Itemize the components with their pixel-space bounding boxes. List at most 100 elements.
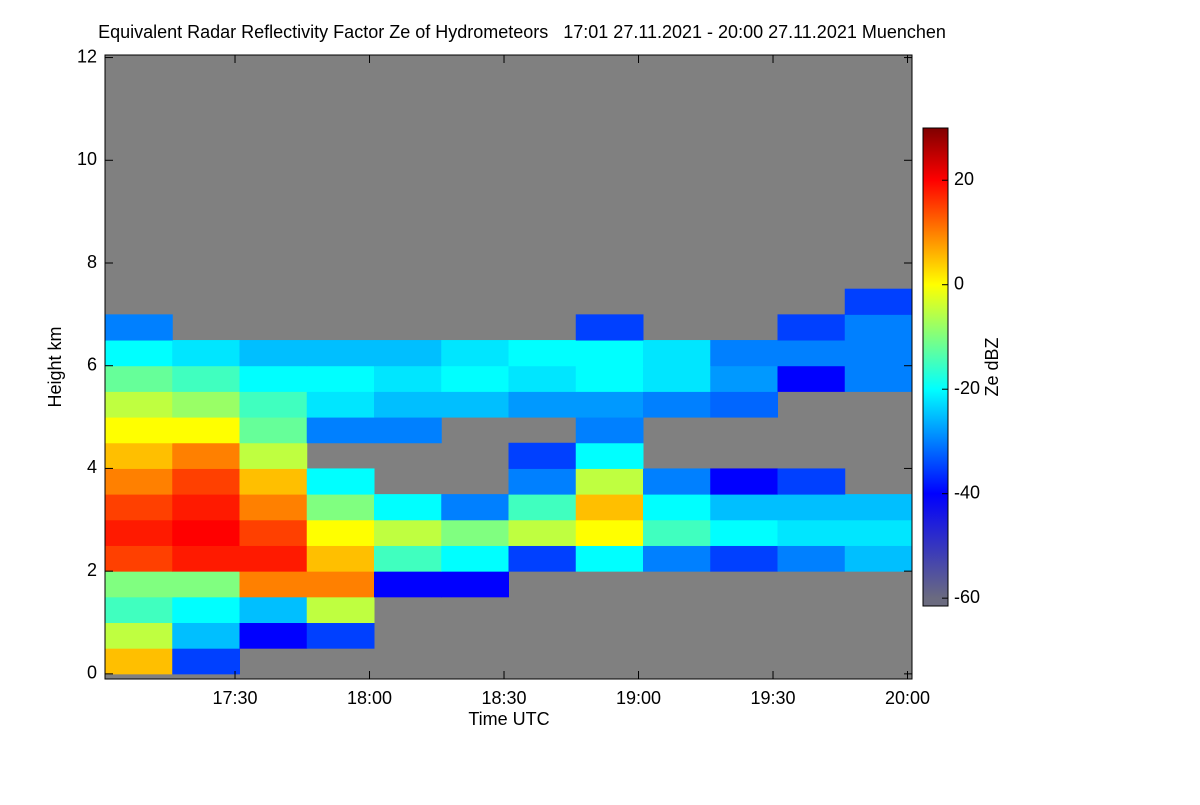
heatmap-cell <box>844 340 913 367</box>
heatmap-cell <box>374 519 442 546</box>
heatmap-cell <box>306 468 375 495</box>
heatmap-cell <box>710 468 778 495</box>
heatmap-cell <box>643 365 711 392</box>
heatmap-cell <box>105 622 173 649</box>
heatmap-cell <box>575 391 644 418</box>
heatmap-cell <box>844 288 913 315</box>
heatmap-cell <box>239 442 308 469</box>
heatmap-cell <box>374 571 442 598</box>
heatmap-cell <box>777 314 846 341</box>
heatmap-cell <box>777 365 846 392</box>
colorbar-tick-label: -60 <box>954 587 980 607</box>
heatmap-cell <box>508 391 577 418</box>
heatmap-cell <box>239 494 308 521</box>
heatmap-cell <box>441 494 509 521</box>
heatmap-cell <box>643 391 711 418</box>
heatmap-cell <box>105 519 173 546</box>
heatmap-cell <box>105 314 173 341</box>
x-tick-label: 19:30 <box>750 688 795 708</box>
heatmap-cell <box>508 494 577 521</box>
y-tick-label: 6 <box>87 354 97 374</box>
heatmap-cell <box>172 340 240 367</box>
heatmap-cell <box>575 468 644 495</box>
heatmap-cell <box>239 519 308 546</box>
heatmap-cell <box>441 340 509 367</box>
heatmap-cell <box>643 519 711 546</box>
heatmap-cell <box>844 545 913 572</box>
heatmap-cell <box>374 391 442 418</box>
heatmap-cell <box>374 545 442 572</box>
heatmap-cell <box>777 340 846 367</box>
heatmap-cell <box>105 596 173 624</box>
colorbar-label: Ze dBZ <box>982 337 1002 396</box>
heatmap-cell <box>777 468 846 495</box>
heatmap-cell <box>239 468 308 495</box>
heatmap-cell <box>239 340 308 367</box>
chart-title: Equivalent Radar Reflectivity Factor Ze … <box>98 22 946 42</box>
heatmap-cell <box>105 391 173 418</box>
y-axis-label: Height km <box>45 326 65 407</box>
heatmap-cell <box>710 391 778 418</box>
heatmap-cell <box>441 391 509 418</box>
heatmap-cell <box>508 545 577 572</box>
heatmap-cell <box>575 545 644 572</box>
y-tick-label: 10 <box>77 149 97 169</box>
y-tick-label: 0 <box>87 663 97 683</box>
x-tick-label: 18:30 <box>481 688 526 708</box>
heatmap-cell <box>508 442 577 469</box>
heatmap-cell <box>777 519 846 546</box>
heatmap-cell <box>105 494 173 521</box>
heatmap-cell <box>306 571 375 598</box>
heatmap-cell <box>172 596 240 624</box>
x-tick-label: 20:00 <box>885 688 930 708</box>
heatmap-cell <box>105 571 173 598</box>
plot-frame <box>104 54 913 680</box>
heatmap-cell <box>710 519 778 546</box>
heatmap-cell <box>306 622 375 649</box>
heatmap-cell <box>239 596 308 624</box>
heatmap-cell <box>172 648 240 675</box>
colorbar-tick-label: 0 <box>954 273 964 293</box>
x-tick-label: 17:30 <box>212 688 257 708</box>
y-tick-label: 12 <box>77 46 97 66</box>
heatmap-cell <box>643 468 711 495</box>
y-tick-label: 8 <box>87 252 97 272</box>
colorbar <box>922 127 949 607</box>
heatmap-cell <box>172 365 240 392</box>
heatmap-cell <box>306 494 375 521</box>
heatmap-cell <box>306 365 375 392</box>
heatmap-cell <box>508 365 577 392</box>
heatmap-cell <box>844 494 913 521</box>
heatmap-cell <box>105 340 173 367</box>
x-tick-label: 18:00 <box>347 688 392 708</box>
heatmap-cell <box>172 391 240 418</box>
heatmap-cell <box>844 365 913 392</box>
heatmap-cell <box>374 365 442 392</box>
heatmap-cell <box>575 494 644 521</box>
heatmap-cell <box>172 494 240 521</box>
heatmap-cell <box>172 468 240 495</box>
heatmap-cell <box>508 468 577 495</box>
heatmap-cell <box>575 519 644 546</box>
x-axis-label: Time UTC <box>468 709 549 729</box>
y-tick-label: 2 <box>87 560 97 580</box>
heatmap-cell <box>575 340 644 367</box>
heatmap-cell <box>844 519 913 546</box>
heatmap-cell <box>172 622 240 649</box>
heatmap-cell <box>710 494 778 521</box>
heatmap-cell <box>306 391 375 418</box>
heatmap-cell <box>844 314 913 341</box>
heatmap-cell <box>239 545 308 572</box>
heatmap-cell <box>575 365 644 392</box>
heatmap-cell <box>172 545 240 572</box>
heatmap-cell <box>441 365 509 392</box>
heatmap-cell <box>239 391 308 418</box>
heatmap-cell <box>374 340 442 367</box>
heatmap-cell <box>105 365 173 392</box>
heatmap-cell <box>777 494 846 521</box>
heatmap-cell <box>105 648 173 675</box>
heatmap-cell <box>643 545 711 572</box>
y-tick-label: 4 <box>87 457 97 477</box>
heatmap-cell <box>172 442 240 469</box>
heatmap-cell <box>306 417 375 444</box>
